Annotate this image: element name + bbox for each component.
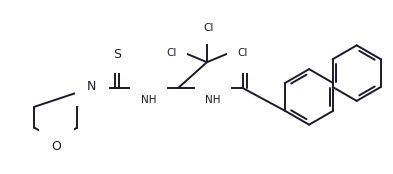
Text: O: O <box>51 140 61 153</box>
Text: N: N <box>87 81 97 93</box>
Text: Cl: Cl <box>237 48 248 58</box>
Text: NH: NH <box>141 95 156 105</box>
Text: O: O <box>241 48 251 61</box>
Text: Cl: Cl <box>204 23 214 33</box>
Text: S: S <box>113 48 121 61</box>
Text: NH: NH <box>205 95 220 105</box>
Text: Cl: Cl <box>166 48 176 58</box>
